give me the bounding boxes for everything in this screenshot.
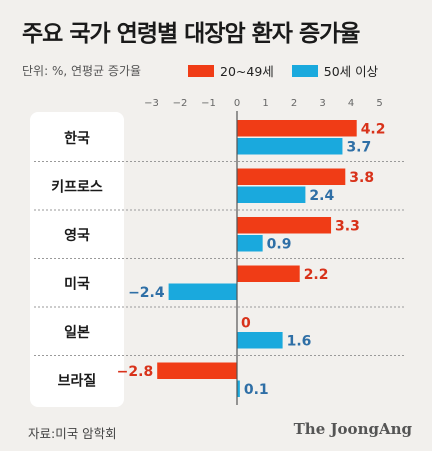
value-label-series2: 1.6 <box>287 334 312 350</box>
value-label-series1: 3.3 <box>335 219 360 235</box>
legend-item-series1: 20~49세 <box>188 61 274 80</box>
x-tick-label: −1 <box>201 98 216 109</box>
value-label-series1: 4.2 <box>361 122 386 138</box>
unit-note: 단위: %, 연평균 증가율 <box>22 64 142 78</box>
x-tick-label: −2 <box>173 98 188 109</box>
x-tick-label: 2 <box>291 98 297 109</box>
source-note: 자료:미국 암학회 <box>28 426 117 441</box>
category-label: 브라질 <box>58 374 97 390</box>
category-label: 한국 <box>64 131 90 147</box>
x-tick-label: 0 <box>234 98 240 109</box>
x-tick-label: 3 <box>319 98 325 109</box>
bar-series2 <box>168 283 237 300</box>
legend: 20~49세 50세 이상 <box>188 61 392 80</box>
legend-label-series2: 50세 이상 <box>323 64 379 79</box>
category-label: 영국 <box>64 227 90 244</box>
legend-item-series2: 50세 이상 <box>291 61 379 80</box>
value-label-series2: 2.4 <box>309 188 334 204</box>
bar-series2 <box>237 186 306 203</box>
chart-title: 주요 국가 연령별 대장암 환자 증가율 <box>22 21 360 47</box>
value-label-series1: 0 <box>241 316 251 332</box>
legend-swatch-series2 <box>291 64 318 77</box>
category-label: 키프로스 <box>51 180 103 196</box>
bar-series2 <box>237 138 343 155</box>
x-tick-label: −3 <box>144 98 159 109</box>
value-label-series2: 0.9 <box>267 237 292 253</box>
value-label-series2: 3.7 <box>346 140 371 156</box>
bar-series1 <box>237 217 332 234</box>
value-label-series1: 3.8 <box>349 170 374 186</box>
value-label-series1: −2.8 <box>117 364 154 380</box>
x-tick-label: 5 <box>376 98 382 109</box>
bar-series2 <box>237 332 283 349</box>
category-panel <box>30 112 124 407</box>
brand-logo: The JoongAng <box>293 420 412 438</box>
bar-series1 <box>237 120 357 137</box>
value-label-series1: 2.2 <box>304 267 329 283</box>
legend-swatch-series1 <box>188 64 214 77</box>
category-label: 일본 <box>64 325 90 341</box>
bar-series2 <box>237 235 263 252</box>
bar-series1 <box>157 362 237 379</box>
bar-series1 <box>237 168 346 185</box>
value-label-series2: −2.4 <box>128 285 165 301</box>
x-tick-label: 4 <box>348 98 354 109</box>
x-tick-label: 1 <box>262 98 268 109</box>
bar-series2 <box>237 380 240 397</box>
category-label: 미국 <box>64 277 90 293</box>
bar-series1 <box>237 265 300 282</box>
legend-label-series1: 20~49세 <box>220 64 274 79</box>
value-label-series2: 0.1 <box>244 382 269 398</box>
